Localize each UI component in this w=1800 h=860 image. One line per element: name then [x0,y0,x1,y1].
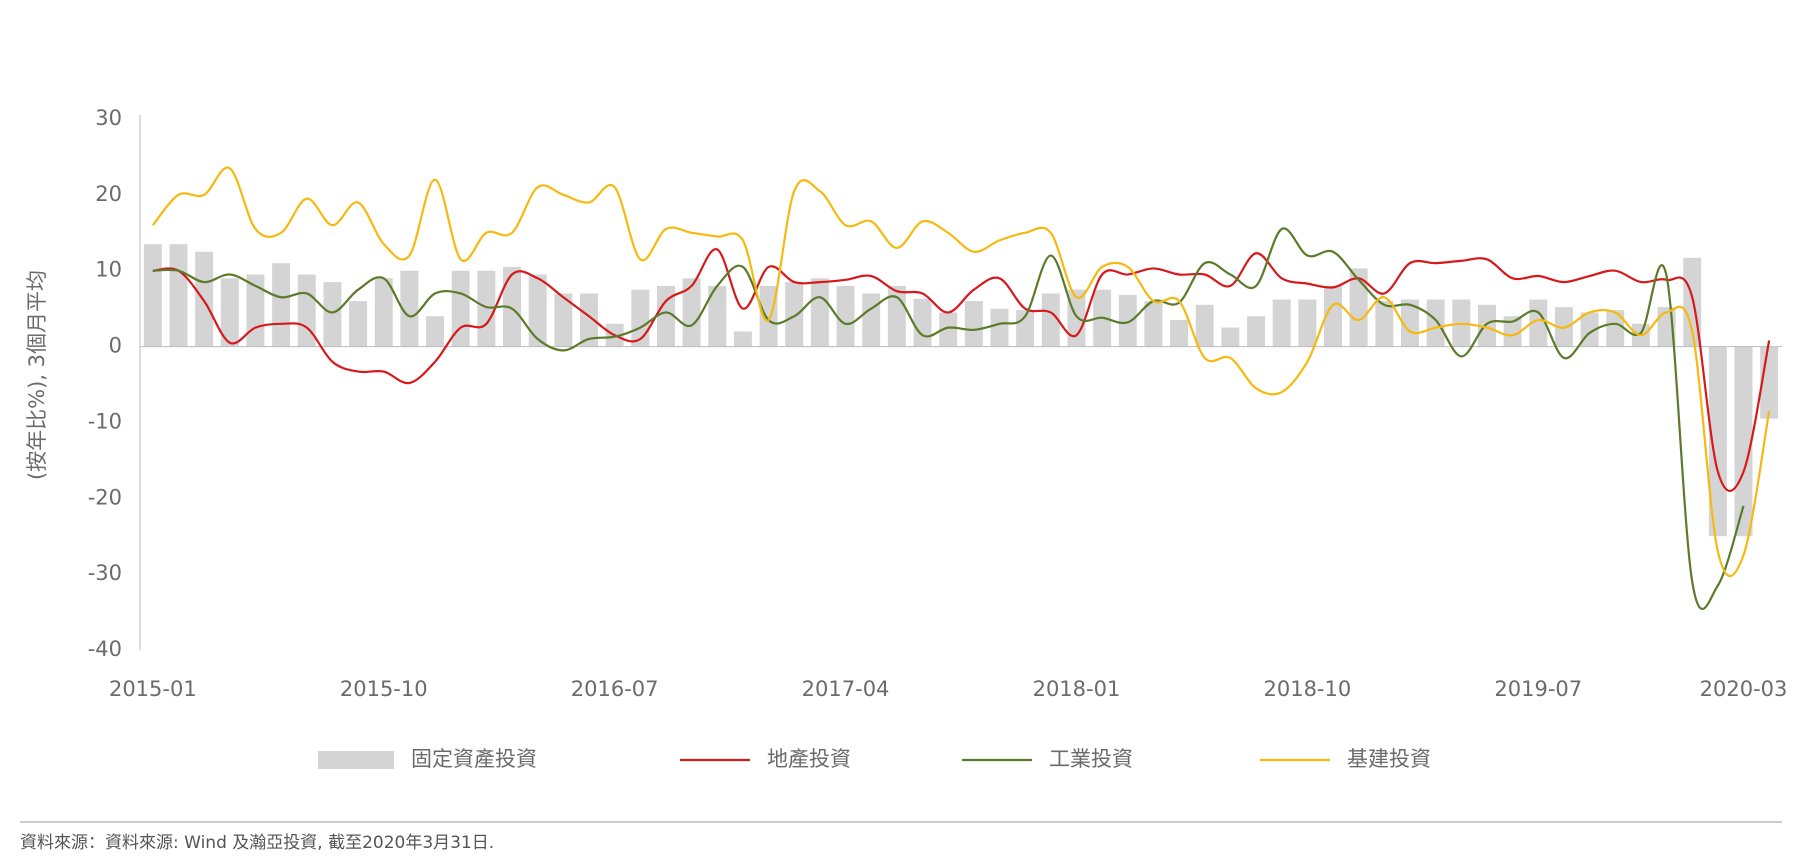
bar [631,289,650,347]
bar [323,282,342,347]
y-tick-label: -30 [88,561,122,585]
bar [1118,294,1137,347]
bar [708,285,727,347]
y-tick-label: 20 [95,182,122,206]
x-tick-label: 2018-01 [1033,677,1121,701]
x-tick-label: 2015-01 [109,677,197,701]
bar [656,285,675,347]
x-tick-label: 2020-03 [1700,677,1788,701]
bar [1503,316,1522,347]
bar [580,293,598,347]
y-axis-title: (按年比%), 3個月平均 [25,270,49,480]
bar [554,293,573,347]
bar [785,282,804,347]
bar [682,278,701,347]
y-tick-label: 30 [95,106,122,130]
legend-label: 工業投資 [1049,747,1133,771]
bar [1477,304,1496,347]
bar [374,278,393,347]
bar [1734,346,1753,537]
bar [169,244,188,347]
bar [1170,320,1189,347]
bar [1041,293,1060,347]
legend-label: 固定資產投資 [411,747,537,771]
legend-label: 基建投資 [1347,747,1431,771]
bar [1067,289,1086,347]
bar [1324,285,1342,347]
bar [1298,299,1317,347]
bar [862,293,881,347]
bar [1375,301,1394,347]
bar [1144,301,1163,347]
y-tick-label: 0 [109,334,122,358]
bar [528,274,547,347]
bar [990,308,1009,347]
x-tick-label: 2015-10 [340,677,428,701]
bar [913,298,932,347]
bar [964,301,983,347]
series-line [151,166,1771,578]
bar [887,285,906,347]
bar [939,312,958,347]
bar [759,285,778,347]
bar [143,244,162,347]
bar [1195,304,1214,347]
bar [810,278,829,347]
bar [426,316,445,347]
bar [1401,299,1419,347]
legend-swatch [318,751,394,769]
bar [1221,327,1240,347]
x-tick-label: 2019-07 [1494,677,1582,701]
bar [1708,346,1727,537]
y-tick-label: -10 [88,409,122,433]
bar [733,331,752,347]
bar [836,285,855,347]
bar [503,266,521,347]
bar [220,278,239,347]
x-tick-label: 2018-10 [1263,677,1351,701]
bar [1016,310,1035,347]
bar [1349,268,1368,347]
bar [1247,316,1266,347]
bar [1606,310,1625,347]
y-tick-label: 10 [95,258,122,282]
bar [246,274,265,347]
bar [451,270,470,347]
bar [400,270,419,347]
y-tick-label: -20 [88,485,122,509]
bar [349,301,368,347]
series-line [152,248,1771,493]
series-line [152,227,1745,610]
bar [272,263,291,347]
bar [1272,299,1291,347]
x-tick-label: 2017-04 [802,677,890,701]
bar [1426,299,1445,347]
legend-label: 地產投資 [767,747,851,771]
y-tick-label: -40 [88,637,122,661]
source-note: 資料來源：資料來源: Wind 及瀚亞投資, 截至2020年3月31日. [20,833,494,853]
x-tick-label: 2016-07 [571,677,659,701]
